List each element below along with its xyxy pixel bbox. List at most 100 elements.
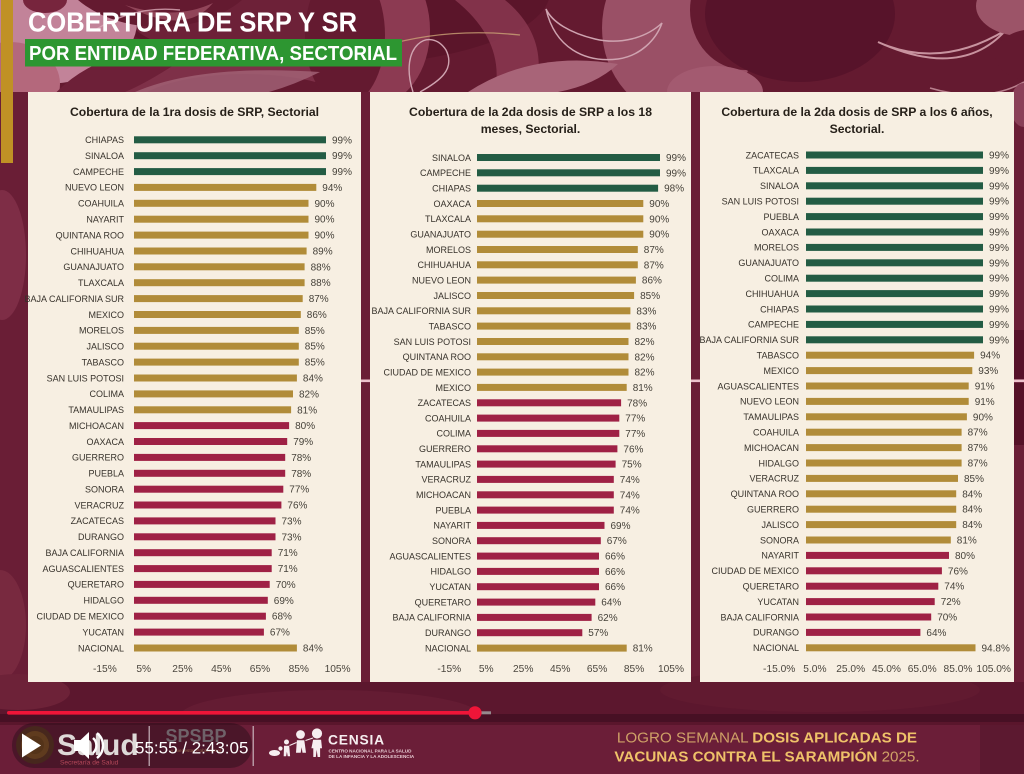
svg-text:78%: 78%	[291, 453, 311, 464]
svg-text:QUINTANA ROO: QUINTANA ROO	[56, 230, 124, 240]
svg-text:VERACRUZ: VERACRUZ	[421, 475, 471, 485]
svg-text:MEXICO: MEXICO	[763, 366, 799, 376]
svg-text:meses, Sectorial.: meses, Sectorial.	[481, 122, 581, 136]
svg-text:MORELOS: MORELOS	[79, 326, 124, 336]
svg-text:80%: 80%	[295, 421, 315, 432]
svg-text:78%: 78%	[627, 398, 647, 409]
svg-text:94%: 94%	[980, 351, 1000, 362]
svg-text:90%: 90%	[649, 199, 669, 210]
svg-text:5%: 5%	[136, 664, 151, 675]
svg-text:NUEVO LEON: NUEVO LEON	[412, 275, 471, 285]
svg-text:CAMPECHE: CAMPECHE	[748, 320, 799, 330]
svg-text:66%: 66%	[605, 582, 625, 593]
svg-text:GUERRERO: GUERRERO	[72, 453, 124, 463]
svg-text:CENTRO NACIONAL PARA LA SALUD: CENTRO NACIONAL PARA LA SALUD	[329, 749, 413, 754]
svg-text:69%: 69%	[611, 521, 631, 532]
svg-text:NACIONAL: NACIONAL	[78, 643, 124, 653]
svg-text:QUINTANA ROO: QUINTANA ROO	[403, 352, 471, 362]
svg-text:TABASCO: TABASCO	[757, 351, 799, 361]
svg-text:67%: 67%	[607, 536, 627, 547]
svg-text:ZACATECAS: ZACATECAS	[418, 398, 471, 408]
svg-text:105%: 105%	[325, 664, 351, 675]
svg-text:67%: 67%	[270, 628, 290, 639]
svg-text:TLAXCALA: TLAXCALA	[753, 166, 799, 176]
svg-text:81%: 81%	[633, 644, 653, 655]
svg-text:105%: 105%	[658, 664, 684, 675]
svg-text:YUCATAN: YUCATAN	[757, 597, 799, 607]
svg-text:99%: 99%	[989, 274, 1009, 285]
svg-text:99%: 99%	[989, 197, 1009, 208]
svg-text:BAJA CALIFORNIA SUR: BAJA CALIFORNIA SUR	[371, 306, 471, 316]
svg-text:90%: 90%	[315, 231, 335, 242]
svg-text:86%: 86%	[642, 276, 662, 287]
svg-text:71%: 71%	[278, 564, 298, 575]
svg-text:87%: 87%	[644, 245, 664, 256]
svg-text:COAHUILA: COAHUILA	[425, 413, 471, 423]
svg-text:GUANAJUATO: GUANAJUATO	[63, 262, 124, 272]
svg-text:TAMAULIPAS: TAMAULIPAS	[415, 459, 471, 469]
svg-text:QUERETARO: QUERETARO	[68, 580, 124, 590]
svg-text:CAMPECHE: CAMPECHE	[420, 168, 471, 178]
svg-text:85%: 85%	[305, 326, 325, 337]
svg-text:25%: 25%	[513, 664, 533, 675]
svg-text:DURANGO: DURANGO	[753, 628, 799, 638]
svg-text:SINALOA: SINALOA	[432, 153, 471, 163]
svg-text:99%: 99%	[989, 335, 1009, 346]
svg-text:GUERRERO: GUERRERO	[419, 444, 471, 454]
svg-text:CHIAPAS: CHIAPAS	[85, 135, 124, 145]
svg-text:NUEVO LEON: NUEVO LEON	[65, 183, 124, 193]
svg-text:85%: 85%	[289, 664, 309, 675]
svg-text:TAMAULIPAS: TAMAULIPAS	[743, 412, 799, 422]
svg-text:99%: 99%	[989, 289, 1009, 300]
svg-text:SAN LUIS POTOSI: SAN LUIS POTOSI	[47, 373, 124, 383]
svg-text:LOGRO SEMANAL DOSIS APLICADAS: LOGRO SEMANAL DOSIS APLICADAS DE	[617, 730, 917, 747]
svg-text:87%: 87%	[309, 294, 329, 305]
svg-text:COAHUILA: COAHUILA	[753, 428, 799, 438]
svg-text:SAN LUIS POTOSI: SAN LUIS POTOSI	[722, 197, 799, 207]
svg-text:66%: 66%	[605, 552, 625, 563]
svg-text:62%: 62%	[598, 613, 618, 624]
svg-text:76%: 76%	[948, 566, 968, 577]
svg-text:TABASCO: TABASCO	[82, 357, 124, 367]
svg-text:25%: 25%	[172, 664, 192, 675]
svg-text:82%: 82%	[635, 352, 655, 363]
svg-text:74%: 74%	[944, 582, 964, 593]
svg-text:90%: 90%	[315, 215, 335, 226]
svg-text:NACIONAL: NACIONAL	[753, 643, 799, 653]
svg-text:VERACRUZ: VERACRUZ	[749, 474, 799, 484]
svg-text:BAJA CALIFORNIA: BAJA CALIFORNIA	[45, 548, 124, 558]
svg-text:CHIHUAHUA: CHIHUAHUA	[745, 289, 799, 299]
svg-text:84%: 84%	[303, 374, 323, 385]
svg-text:JALISCO: JALISCO	[761, 520, 799, 530]
svg-text:77%: 77%	[289, 485, 309, 496]
svg-text:85.0%: 85.0%	[944, 664, 973, 675]
svg-text:99%: 99%	[666, 168, 686, 179]
svg-text:CAMPECHE: CAMPECHE	[73, 167, 124, 177]
svg-text:65.0%: 65.0%	[908, 664, 937, 675]
svg-text:82%: 82%	[635, 337, 655, 348]
svg-text:COAHUILA: COAHUILA	[78, 199, 124, 209]
svg-text:45%: 45%	[211, 664, 231, 675]
svg-text:75%: 75%	[622, 460, 642, 471]
svg-text:ZACATECAS: ZACATECAS	[71, 516, 124, 526]
svg-text:BAJA CALIFORNIA: BAJA CALIFORNIA	[392, 613, 471, 623]
svg-text:88%: 88%	[311, 278, 331, 289]
svg-text:99%: 99%	[989, 181, 1009, 192]
svg-text:76%: 76%	[623, 444, 643, 455]
svg-text:79%: 79%	[293, 437, 313, 448]
svg-text:NACIONAL: NACIONAL	[425, 643, 471, 653]
svg-text:COLIMA: COLIMA	[89, 389, 124, 399]
svg-text:99%: 99%	[989, 258, 1009, 269]
svg-text:CHIAPAS: CHIAPAS	[432, 184, 471, 194]
svg-text:72%: 72%	[941, 597, 961, 608]
svg-text:MORELOS: MORELOS	[754, 243, 799, 253]
svg-text:SONORA: SONORA	[432, 536, 471, 546]
svg-text:98%: 98%	[664, 184, 684, 195]
svg-text:y Bienestar Poblacional: y Bienestar Poblacional	[171, 748, 221, 754]
svg-text:64%: 64%	[926, 628, 946, 639]
svg-text:OAXACA: OAXACA	[433, 199, 471, 209]
svg-text:CHIHUAHUA: CHIHUAHUA	[417, 260, 471, 270]
svg-text:QUERETARO: QUERETARO	[743, 582, 799, 592]
svg-text:99%: 99%	[989, 166, 1009, 177]
svg-text:99%: 99%	[666, 153, 686, 164]
